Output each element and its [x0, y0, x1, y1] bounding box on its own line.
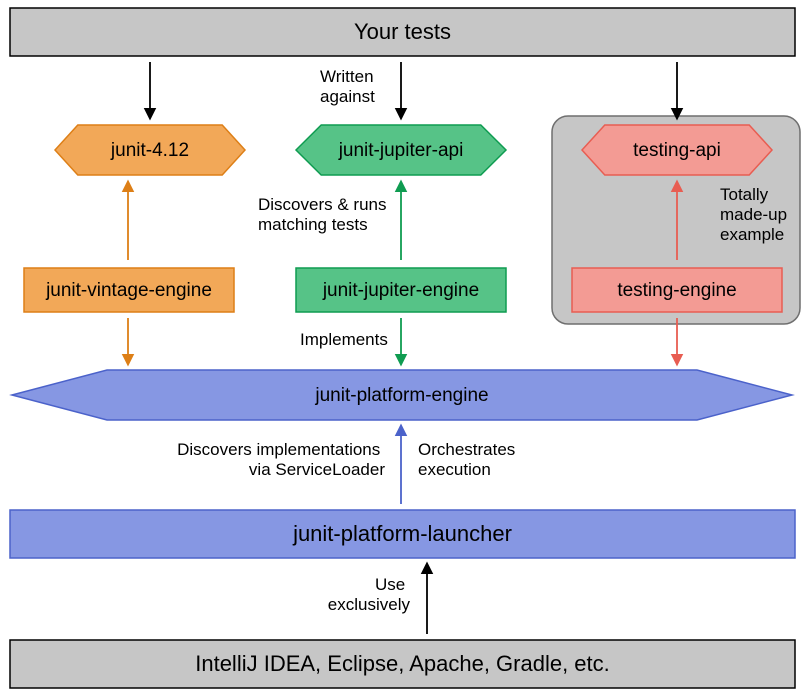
platform-engine-label: junit-platform-engine	[314, 385, 488, 406]
junit412-label: junit-4.12	[110, 140, 189, 161]
your-tests-label: Your tests	[354, 19, 451, 44]
testing-api-label: testing-api	[633, 140, 721, 161]
discovers-runs-caption: Discovers & runs matching tests	[258, 195, 391, 234]
jupiter-engine-label: junit-jupiter-engine	[322, 280, 479, 301]
use-exclusively-caption: Use exclusively	[328, 575, 411, 614]
discovers-impl-caption: Discovers implementations via ServiceLoa…	[177, 440, 385, 479]
testing-engine-label: testing-engine	[617, 280, 736, 301]
ides-label: IntelliJ IDEA, Eclipse, Apache, Gradle, …	[195, 651, 610, 676]
vintage-engine-label: junit-vintage-engine	[45, 280, 212, 301]
jupiter-api-label: junit-jupiter-api	[338, 140, 464, 161]
launcher-label: junit-platform-launcher	[292, 521, 512, 546]
orchestrates-caption: Orchestrates execution	[418, 440, 520, 479]
written-against-caption: Written against	[320, 67, 378, 106]
implements-caption: Implements	[300, 330, 388, 349]
